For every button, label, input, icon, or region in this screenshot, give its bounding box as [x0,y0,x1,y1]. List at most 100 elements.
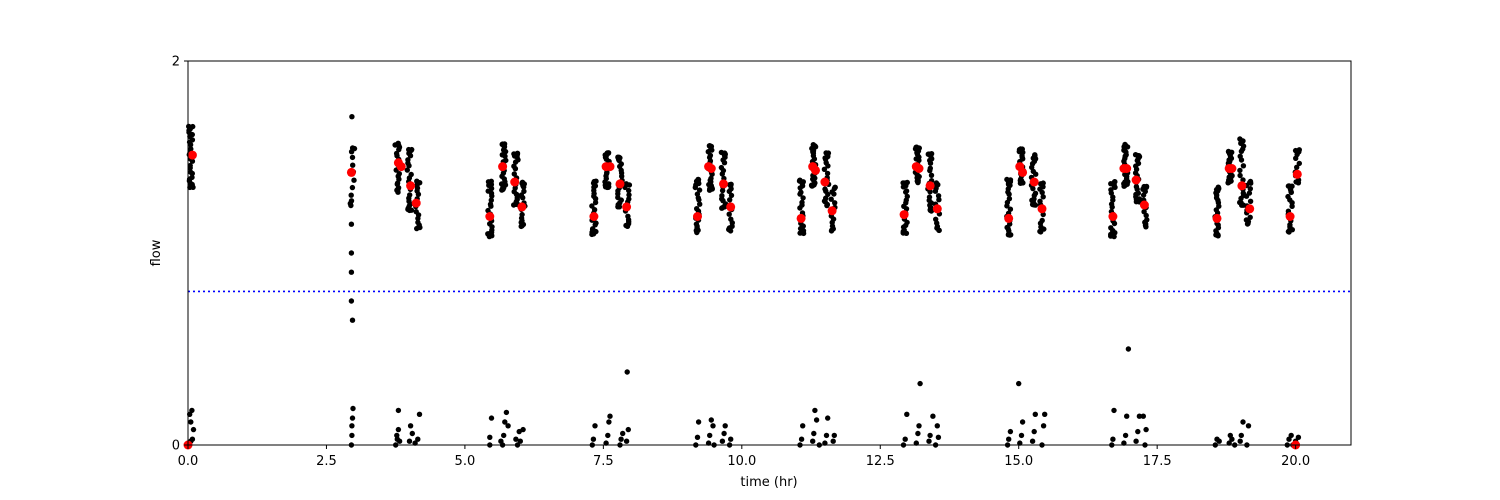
data-point [511,171,517,177]
data-point [913,144,919,150]
data-point [592,423,598,429]
data-point [694,434,701,440]
data-point [1229,436,1235,442]
highlight-point [411,198,421,208]
data-point [350,162,356,168]
data-point [1037,198,1043,204]
x-tick-label: 0.0 [178,454,199,469]
y-tick-label: 2 [172,55,180,70]
data-point [831,432,837,439]
highlight-point [517,202,527,212]
data-point [927,165,933,171]
data-point [487,434,493,440]
data-point [518,192,525,198]
data-point [1040,180,1046,186]
data-point [348,269,355,275]
data-point [812,143,818,149]
data-point [503,157,509,164]
data-point [409,430,415,437]
data-point [190,123,196,130]
data-point [811,430,817,437]
data-point [1032,411,1039,417]
highlight-point [1122,164,1132,173]
data-point [904,193,910,200]
data-point [726,211,732,217]
highlight-point [719,179,728,189]
data-point [590,226,596,232]
data-point [1296,147,1303,153]
data-point [1143,426,1149,433]
data-point [1237,167,1243,174]
data-point [1110,436,1116,442]
highlight-point [1029,177,1039,187]
data-point [926,438,932,444]
data-point [721,430,727,437]
data-point [900,180,906,186]
data-point [823,150,829,156]
data-point [1125,346,1132,352]
data-point [697,201,703,207]
x-tick-label: 5.0 [455,454,476,469]
data-point [395,407,402,414]
x-tick-label: 12.5 [866,454,895,469]
highlight-point [605,162,615,172]
data-point [798,189,804,195]
data-point [186,123,192,130]
data-point [935,434,942,440]
data-point [190,426,197,433]
highlight-point [615,179,625,189]
data-point [935,193,942,199]
data-point [1294,164,1300,170]
highlight-point [1108,212,1118,221]
highlight-point [1037,204,1047,214]
highlight-point [406,181,416,191]
data-point [626,192,632,198]
data-point [616,154,622,160]
data-point [348,221,355,227]
data-point [625,213,631,219]
data-point [718,164,725,171]
data-point [406,438,413,444]
data-point [904,411,910,417]
data-point [728,192,735,199]
data-point [407,192,413,198]
data-point [1240,163,1247,169]
data-point [728,181,734,187]
data-point [395,426,402,433]
data-point [1108,187,1114,193]
data-point [592,199,599,206]
data-point [487,201,494,207]
highlight-point [811,165,820,175]
data-point [902,436,908,442]
data-point [488,197,494,203]
data-point [693,221,700,227]
data-point [605,150,611,156]
data-point [1285,193,1291,200]
data-point [822,186,828,192]
data-point [1007,177,1014,183]
highlight-points-layer [183,150,1302,450]
data-point [1286,183,1292,189]
highlight-point [1237,181,1247,191]
data-point [520,426,526,433]
data-point [710,423,716,429]
data-point [825,415,831,421]
data-point [916,423,922,429]
data-point [394,432,400,439]
highlight-point [485,212,495,221]
data-point [395,140,401,146]
data-point [416,411,423,417]
data-point [1132,152,1139,158]
data-point [694,191,701,197]
highlight-point [932,204,942,214]
plot-frame [187,60,1352,446]
data-point [915,430,921,437]
data-point [1042,411,1048,417]
data-point [728,216,734,222]
data-point [408,171,414,178]
data-point [1108,225,1114,231]
data-point [593,178,599,184]
data-point [1124,413,1130,419]
x-tick-label: 2.5 [316,454,337,469]
